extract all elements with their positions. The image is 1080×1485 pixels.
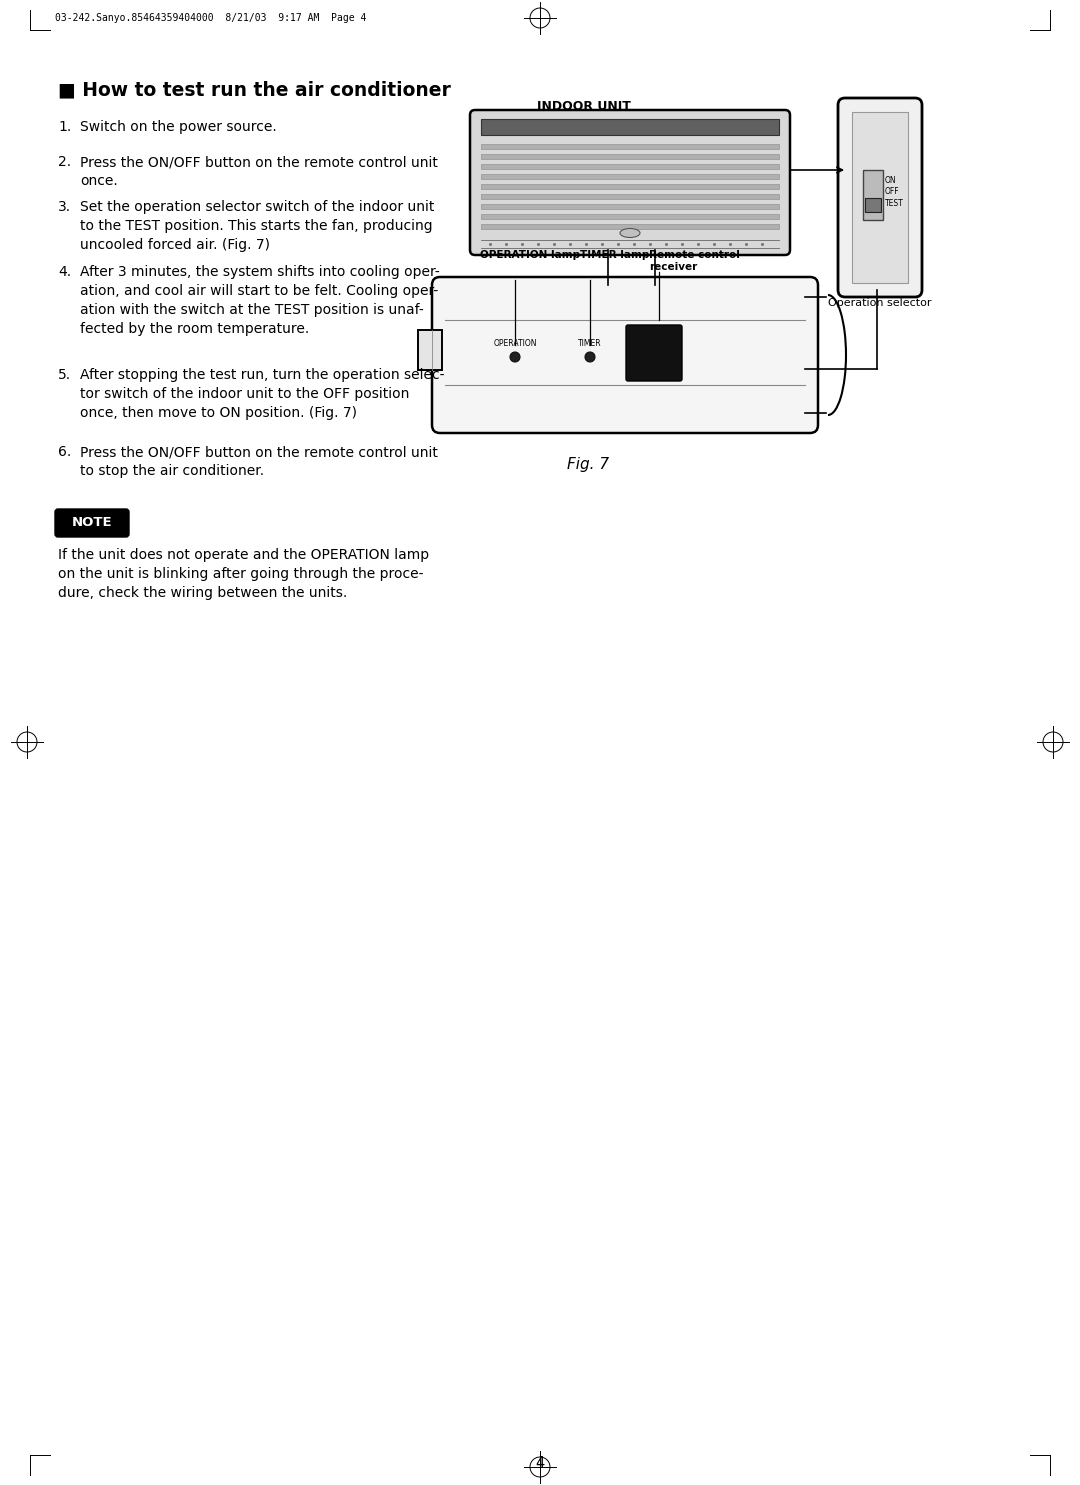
Text: INDOOR UNIT: INDOOR UNIT	[537, 99, 631, 113]
Circle shape	[585, 352, 595, 362]
Bar	[852, 111, 908, 284]
Text: After 3 minutes, the system shifts into cooling oper-
ation, and cool air will s: After 3 minutes, the system shifts into …	[80, 264, 440, 336]
Text: Fig. 7: Fig. 7	[567, 457, 609, 472]
Bar	[481, 224, 779, 229]
Bar	[481, 119, 779, 135]
FancyBboxPatch shape	[470, 110, 789, 255]
Text: 5.: 5.	[58, 368, 71, 382]
Text: After stopping the test run, turn the operation selec-
tor switch of the indoor : After stopping the test run, turn the op…	[80, 368, 445, 420]
Text: TIMER lamp: TIMER lamp	[580, 249, 649, 260]
Text: Switch on the power source.: Switch on the power source.	[80, 120, 276, 134]
Bar	[481, 203, 779, 209]
Text: ■ How to test run the air conditioner: ■ How to test run the air conditioner	[58, 80, 450, 99]
Text: 1.: 1.	[58, 120, 71, 134]
Text: Operation selector: Operation selector	[828, 298, 932, 307]
Text: ON: ON	[885, 177, 896, 186]
Bar	[481, 174, 779, 180]
FancyBboxPatch shape	[838, 98, 922, 297]
Bar	[865, 198, 881, 212]
Text: OFF: OFF	[885, 187, 900, 196]
Text: 3.: 3.	[58, 200, 71, 214]
FancyBboxPatch shape	[626, 325, 681, 382]
Text: 4: 4	[536, 1455, 544, 1470]
Text: 03-242.Sanyo.85464359404000  8/21/03  9:17 AM  Page 4: 03-242.Sanyo.85464359404000 8/21/03 9:17…	[55, 13, 366, 22]
Text: If the unit does not operate and the OPERATION lamp
on the unit is blinking afte: If the unit does not operate and the OPE…	[58, 548, 429, 600]
Text: OPERATION: OPERATION	[494, 339, 537, 347]
Text: 6.: 6.	[58, 446, 71, 459]
Text: 2.: 2.	[58, 154, 71, 169]
FancyBboxPatch shape	[55, 509, 129, 538]
Bar	[863, 169, 883, 220]
Ellipse shape	[620, 229, 640, 238]
Bar	[481, 214, 779, 218]
Text: Press the ON/OFF button on the remote control unit
once.: Press the ON/OFF button on the remote co…	[80, 154, 437, 189]
Text: TEST: TEST	[885, 199, 904, 208]
Text: NOTE: NOTE	[71, 517, 112, 530]
Circle shape	[510, 352, 519, 362]
Bar	[418, 330, 442, 370]
Text: OPERATION lamp: OPERATION lamp	[480, 249, 580, 260]
Bar	[481, 144, 779, 149]
Bar	[481, 184, 779, 189]
Text: Press the ON/OFF button on the remote control unit
to stop the air conditioner.: Press the ON/OFF button on the remote co…	[80, 446, 437, 478]
Bar	[481, 195, 779, 199]
FancyBboxPatch shape	[432, 278, 818, 434]
Text: 4.: 4.	[58, 264, 71, 279]
Text: TIMER: TIMER	[578, 339, 602, 347]
Bar	[481, 163, 779, 169]
Bar	[481, 154, 779, 159]
Text: Set the operation selector switch of the indoor unit
to the TEST position. This : Set the operation selector switch of the…	[80, 200, 434, 252]
Text: Remote control
receiver: Remote control receiver	[649, 249, 740, 272]
